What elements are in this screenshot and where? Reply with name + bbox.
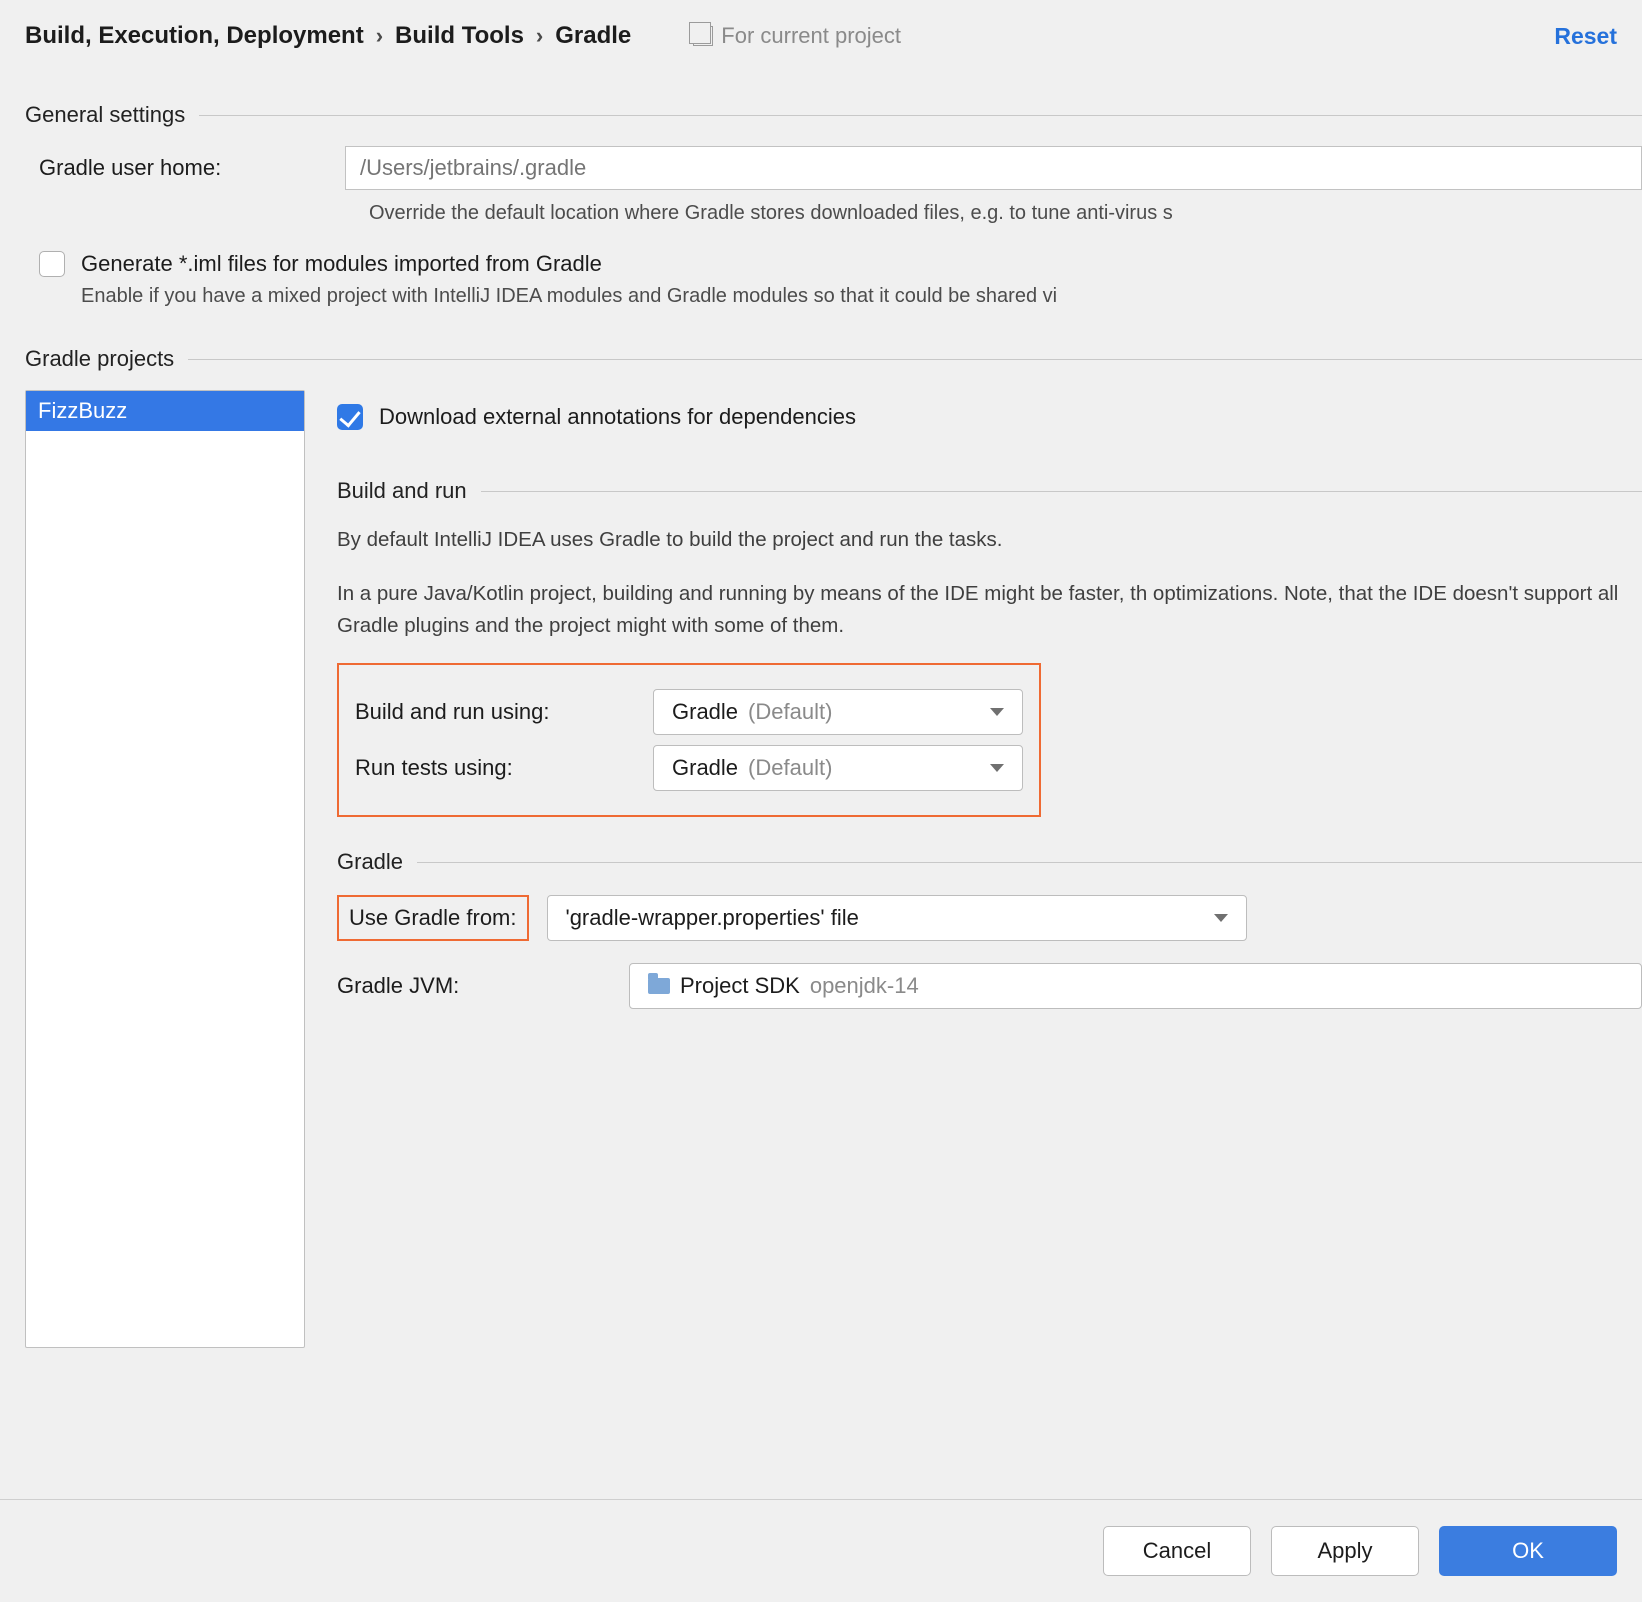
select-suffix: (Default): [748, 755, 832, 781]
download-annotations-checkbox[interactable]: [337, 404, 363, 430]
select-value: Gradle: [672, 699, 738, 725]
gradle-project-item[interactable]: FizzBuzz: [26, 391, 304, 431]
section-divider: [188, 359, 1642, 360]
breadcrumb-segment[interactable]: Build Tools: [395, 22, 524, 50]
chevron-down-icon: [1214, 914, 1228, 922]
section-title-text: General settings: [25, 102, 185, 128]
scope-label: For current project: [721, 23, 901, 49]
gradle-projects-area: FizzBuzz Download external annotations f…: [25, 390, 1642, 1370]
chevron-down-icon: [990, 764, 1004, 772]
gradle-user-home-hint: Override the default location where Grad…: [369, 202, 1642, 225]
gradle-project-name: FizzBuzz: [38, 398, 127, 424]
select-suffix: (Default): [748, 699, 832, 725]
build-run-description: By default IntelliJ IDEA uses Gradle to …: [337, 524, 1637, 641]
reset-link[interactable]: Reset: [1554, 23, 1617, 50]
section-title-text: Gradle projects: [25, 346, 174, 372]
settings-header: Build, Execution, Deployment › Build Too…: [0, 0, 1642, 64]
subsection-build-run-title: Build and run: [337, 478, 1642, 504]
dialog-button-bar: Cancel Apply OK: [0, 1499, 1642, 1602]
generate-iml-hint: Enable if you have a mixed project with …: [81, 285, 1057, 308]
generate-iml-checkbox[interactable]: [39, 251, 65, 277]
section-divider: [481, 491, 1642, 492]
project-scope-icon: [693, 26, 713, 46]
scope-indicator: For current project: [693, 23, 901, 49]
gradle-user-home-label: Gradle user home:: [25, 155, 345, 181]
breadcrumb-segment[interactable]: Gradle: [555, 22, 631, 50]
select-value: Gradle: [672, 755, 738, 781]
breadcrumb-segment[interactable]: Build, Execution, Deployment: [25, 22, 364, 50]
build-run-using-label: Build and run using:: [355, 699, 635, 725]
build-run-desc-1: By default IntelliJ IDEA uses Gradle to …: [337, 524, 1637, 556]
breadcrumb: Build, Execution, Deployment › Build Too…: [25, 22, 631, 50]
subsection-gradle-title: Gradle: [337, 849, 1642, 875]
gradle-jvm-select[interactable]: Project SDK openjdk-14: [629, 963, 1642, 1009]
generate-iml-label[interactable]: Generate *.iml files for modules importe…: [81, 251, 1057, 277]
build-run-using-select[interactable]: Gradle (Default): [653, 689, 1023, 735]
gradle-jvm-label: Gradle JVM:: [337, 973, 611, 999]
section-divider: [417, 862, 1642, 863]
folder-icon: [648, 978, 670, 994]
settings-content: General settings Gradle user home: Overr…: [0, 64, 1642, 1499]
use-gradle-from-label: Use Gradle from:: [337, 895, 529, 941]
subsection-title-text: Build and run: [337, 478, 467, 504]
row-gradle-jvm: Gradle JVM: Project SDK openjdk-14: [337, 963, 1642, 1009]
row-download-annotations: Download external annotations for depend…: [337, 404, 1642, 430]
run-tests-using-select[interactable]: Gradle (Default): [653, 745, 1023, 791]
section-gradle-projects-title: Gradle projects: [25, 346, 1642, 372]
section-general-title: General settings: [25, 102, 1642, 128]
gradle-project-details: Download external annotations for depend…: [337, 390, 1642, 1370]
gradle-project-list[interactable]: FizzBuzz: [25, 390, 305, 1348]
section-divider: [199, 115, 1642, 116]
select-value: 'gradle-wrapper.properties' file: [566, 905, 859, 931]
row-run-tests-using: Run tests using: Gradle (Default): [355, 745, 1023, 791]
row-use-gradle-from: Use Gradle from: 'gradle-wrapper.propert…: [337, 895, 1642, 941]
run-tests-using-label: Run tests using:: [355, 755, 635, 781]
row-generate-iml: Generate *.iml files for modules importe…: [25, 251, 1642, 308]
highlight-build-run: Build and run using: Gradle (Default) Ru…: [337, 663, 1041, 817]
settings-panel: Build, Execution, Deployment › Build Too…: [0, 0, 1642, 1602]
download-annotations-label[interactable]: Download external annotations for depend…: [379, 404, 856, 430]
breadcrumb-separator: ›: [374, 23, 385, 49]
row-gradle-user-home: Gradle user home:: [25, 146, 1642, 190]
gradle-user-home-input[interactable]: [345, 146, 1642, 190]
cancel-button[interactable]: Cancel: [1103, 1526, 1251, 1576]
subsection-title-text: Gradle: [337, 849, 403, 875]
apply-button[interactable]: Apply: [1271, 1526, 1419, 1576]
use-gradle-from-select[interactable]: 'gradle-wrapper.properties' file: [547, 895, 1247, 941]
select-value: Project SDK: [680, 973, 800, 999]
jvm-version: openjdk-14: [810, 973, 919, 999]
chevron-down-icon: [990, 708, 1004, 716]
breadcrumb-separator: ›: [534, 23, 545, 49]
row-build-run-using: Build and run using: Gradle (Default): [355, 689, 1023, 735]
build-run-desc-2: In a pure Java/Kotlin project, building …: [337, 578, 1637, 642]
ok-button[interactable]: OK: [1439, 1526, 1617, 1576]
